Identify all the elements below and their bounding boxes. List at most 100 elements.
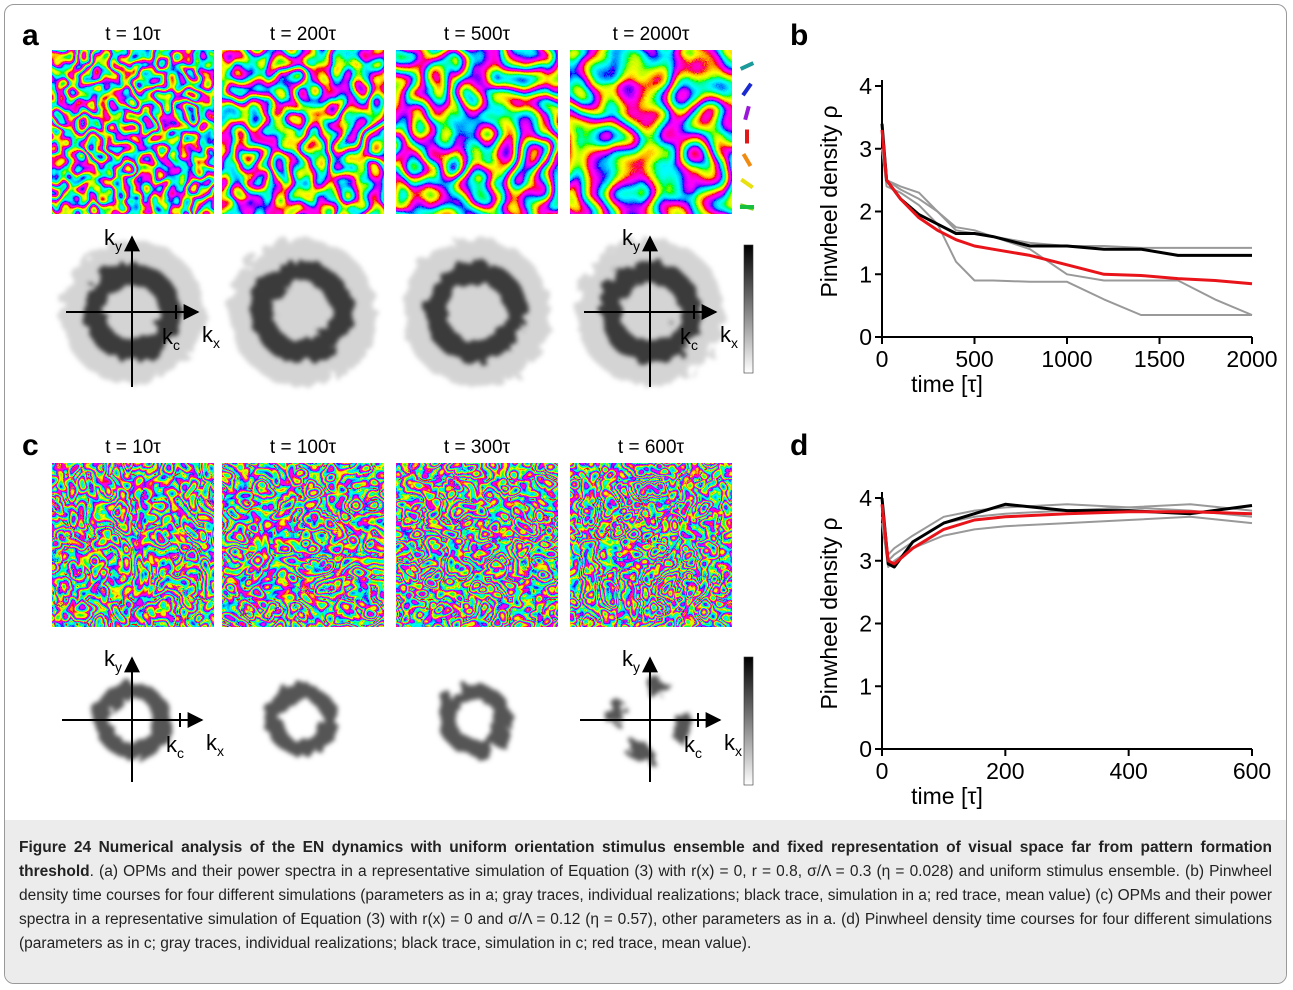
x-tick-label: 1500 bbox=[1134, 346, 1185, 372]
caption: Figure 24 Numerical analysis of the EN d… bbox=[5, 820, 1286, 983]
time-label: t = 500τ bbox=[444, 24, 511, 45]
panel-label: a bbox=[22, 19, 39, 52]
colorbar bbox=[743, 656, 754, 786]
k-label: kc bbox=[162, 324, 180, 353]
time-label: t = 2000τ bbox=[613, 24, 690, 45]
panel-label: d bbox=[790, 429, 808, 462]
x-tick-label: 2000 bbox=[1226, 346, 1277, 372]
y-axis-label: Pinwheel density ρ bbox=[816, 105, 842, 297]
spectrum-halo bbox=[402, 238, 550, 386]
y-tick-label: 0 bbox=[859, 736, 872, 762]
x-tick-label: 1000 bbox=[1041, 346, 1092, 372]
opm-map bbox=[396, 50, 558, 214]
opm-map bbox=[52, 50, 214, 214]
series-line bbox=[881, 503, 1253, 556]
k-label: kx bbox=[206, 730, 224, 759]
time-label: t = 600τ bbox=[618, 437, 685, 458]
k-sub: c bbox=[173, 337, 180, 353]
k-sub: x bbox=[217, 743, 224, 759]
k-sub: c bbox=[691, 337, 698, 353]
k-base: k bbox=[202, 322, 214, 347]
figure-frame bbox=[4, 4, 1287, 984]
orientation-bar bbox=[741, 152, 753, 168]
y-tick-label: 2 bbox=[859, 611, 872, 637]
time-label: t = 300τ bbox=[444, 437, 511, 458]
spectrum-ring bbox=[251, 261, 353, 363]
x-tick-label: 0 bbox=[876, 346, 889, 372]
k-label: ky bbox=[104, 225, 122, 254]
time-label: t = 200τ bbox=[270, 24, 337, 45]
time-label: t = 100τ bbox=[270, 437, 337, 458]
k-sub: y bbox=[115, 659, 122, 675]
spectrum-ring bbox=[425, 261, 527, 363]
series-line bbox=[880, 504, 1253, 566]
x-axis-label: time [τ] bbox=[911, 783, 983, 809]
k-base: k bbox=[206, 730, 218, 755]
panel-label: b bbox=[790, 19, 808, 52]
x-axis-label: time [τ] bbox=[911, 371, 983, 397]
orientation-bar bbox=[739, 61, 755, 71]
y-axis-label: Pinwheel density ρ bbox=[816, 517, 842, 709]
y-tick-label: 3 bbox=[859, 548, 872, 574]
k-sub: y bbox=[115, 238, 122, 254]
y-tick-label: 4 bbox=[859, 73, 872, 99]
x-tick-label: 600 bbox=[1233, 758, 1271, 784]
k-base: k bbox=[724, 730, 736, 755]
time-label: t = 10τ bbox=[105, 24, 161, 45]
k-base: k bbox=[684, 732, 696, 757]
series-line bbox=[880, 123, 1252, 257]
k-sub: x bbox=[731, 335, 738, 351]
k-base: k bbox=[104, 646, 116, 671]
orientation-bar bbox=[741, 82, 753, 97]
opm-map bbox=[222, 463, 384, 627]
k-label: kc bbox=[684, 732, 702, 761]
series-line bbox=[881, 148, 1252, 249]
k-label: kx bbox=[202, 322, 220, 351]
y-tick-label: 4 bbox=[859, 485, 872, 511]
k-label: kc bbox=[680, 324, 698, 353]
opm-map bbox=[52, 463, 214, 627]
orientation-bar bbox=[740, 177, 754, 190]
k-label: ky bbox=[104, 646, 122, 675]
panel-label: c bbox=[22, 429, 39, 462]
k-base: k bbox=[720, 322, 732, 347]
caption-text: . (a) OPMs and their power spectra in a … bbox=[19, 863, 1272, 952]
colorbar bbox=[743, 244, 754, 374]
k-label: kx bbox=[720, 322, 738, 351]
x-tick-label: 500 bbox=[955, 346, 993, 372]
k-sub: c bbox=[177, 745, 184, 761]
opm-map bbox=[570, 463, 732, 627]
opm-map bbox=[396, 463, 558, 627]
time-label: t = 10τ bbox=[105, 437, 161, 458]
k-base: k bbox=[622, 646, 634, 671]
x-tick-label: 0 bbox=[876, 758, 889, 784]
y-tick-label: 2 bbox=[859, 199, 872, 225]
y-tick-label: 0 bbox=[859, 324, 872, 350]
k-label: ky bbox=[622, 225, 640, 254]
caption-title: Figure 24 Numerical analysis of the EN d… bbox=[19, 839, 1272, 880]
x-tick-label: 200 bbox=[986, 758, 1024, 784]
k-base: k bbox=[622, 225, 634, 250]
opm-map bbox=[570, 50, 732, 214]
k-sub: x bbox=[735, 743, 742, 759]
orientation-bar bbox=[743, 105, 751, 121]
k-base: k bbox=[104, 225, 116, 250]
k-label: kc bbox=[166, 732, 184, 761]
k-label: ky bbox=[622, 646, 640, 675]
y-tick-label: 3 bbox=[859, 136, 872, 162]
spectrum-halo bbox=[228, 238, 376, 386]
opm-map bbox=[222, 50, 384, 214]
k-base: k bbox=[680, 324, 692, 349]
k-sub: x bbox=[213, 335, 220, 351]
series-line bbox=[880, 129, 1253, 286]
k-sub: y bbox=[633, 659, 640, 675]
k-base: k bbox=[166, 732, 178, 757]
x-tick-label: 400 bbox=[1109, 758, 1147, 784]
k-sub: c bbox=[695, 745, 702, 761]
k-base: k bbox=[162, 324, 174, 349]
k-label: kx bbox=[724, 730, 742, 759]
series-line bbox=[881, 503, 1253, 562]
series-line bbox=[881, 515, 1253, 568]
